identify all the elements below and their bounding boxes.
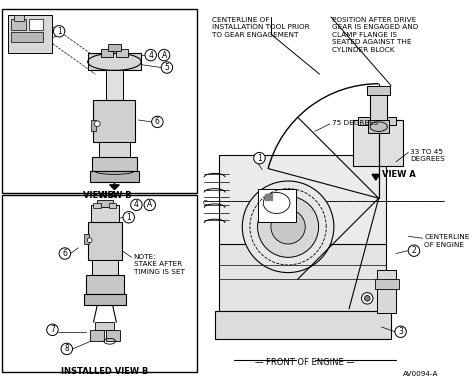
Bar bbox=[11, 32, 43, 42]
Circle shape bbox=[408, 245, 419, 256]
Polygon shape bbox=[109, 185, 119, 189]
Text: 2: 2 bbox=[411, 246, 416, 255]
Text: A: A bbox=[147, 200, 152, 209]
Text: NOTE:
STAKE AFTER
TIMING IS SET: NOTE: STAKE AFTER TIMING IS SET bbox=[134, 253, 184, 275]
Text: 5: 5 bbox=[164, 63, 169, 72]
Circle shape bbox=[254, 152, 265, 164]
Circle shape bbox=[152, 116, 163, 127]
Text: CENTERLINE
OF ENGINE: CENTERLINE OF ENGINE bbox=[425, 234, 470, 248]
Bar bbox=[88, 53, 141, 70]
Bar bbox=[84, 294, 126, 305]
Text: 6: 6 bbox=[63, 249, 67, 258]
Bar bbox=[28, 19, 43, 30]
Text: POSITION AFTER DRIVE
GEAR IS ENGAGED AND
CLAMP FLANGE IS
SEATED AGAINST THE
CYLI: POSITION AFTER DRIVE GEAR IS ENGAGED AND… bbox=[332, 17, 419, 53]
Text: VIEW B: VIEW B bbox=[98, 191, 131, 199]
Circle shape bbox=[61, 343, 73, 355]
Circle shape bbox=[145, 49, 156, 61]
Bar bbox=[95, 322, 114, 330]
Bar bbox=[8, 15, 53, 53]
Text: 75 DEGREES: 75 DEGREES bbox=[332, 120, 378, 126]
Text: 33 TO 45
DEGREES: 33 TO 45 DEGREES bbox=[410, 149, 445, 162]
Bar bbox=[91, 157, 137, 171]
Circle shape bbox=[362, 293, 373, 304]
Bar bbox=[219, 155, 386, 246]
Text: CENTERLINE OF
INSTALLATION TOOL PRIOR
TO GEAR ENGAGEMENT: CENTERLINE OF INSTALLATION TOOL PRIOR TO… bbox=[212, 17, 310, 38]
Bar bbox=[108, 44, 121, 51]
Bar bbox=[99, 142, 130, 157]
Bar bbox=[106, 70, 123, 101]
Text: 4: 4 bbox=[148, 50, 153, 60]
Bar bbox=[14, 15, 24, 21]
Circle shape bbox=[144, 199, 155, 211]
Bar bbox=[97, 200, 112, 207]
Text: 8: 8 bbox=[64, 345, 69, 353]
Text: 6: 6 bbox=[155, 117, 160, 126]
Circle shape bbox=[242, 181, 334, 273]
Text: C: C bbox=[202, 200, 207, 206]
Text: AV0094-A: AV0094-A bbox=[403, 371, 439, 377]
Text: 4: 4 bbox=[134, 200, 139, 209]
Text: 7: 7 bbox=[50, 325, 55, 334]
Bar bbox=[109, 203, 117, 208]
Bar bbox=[11, 19, 26, 30]
Bar bbox=[88, 222, 122, 260]
Text: 3: 3 bbox=[398, 327, 403, 336]
Circle shape bbox=[87, 238, 92, 243]
Bar bbox=[257, 189, 296, 222]
Circle shape bbox=[271, 210, 305, 244]
Circle shape bbox=[123, 211, 135, 223]
Bar bbox=[370, 91, 387, 122]
Circle shape bbox=[94, 121, 100, 127]
Polygon shape bbox=[265, 194, 272, 200]
Polygon shape bbox=[372, 174, 380, 180]
Bar bbox=[106, 330, 120, 341]
Bar bbox=[91, 205, 119, 222]
Bar bbox=[367, 85, 390, 95]
Text: 1: 1 bbox=[127, 213, 131, 222]
Bar bbox=[91, 260, 118, 275]
Bar bbox=[93, 100, 136, 142]
Text: A: A bbox=[162, 50, 167, 60]
Bar bbox=[90, 171, 139, 182]
Circle shape bbox=[54, 25, 65, 37]
Circle shape bbox=[161, 62, 173, 73]
Text: VIEW A: VIEW A bbox=[83, 191, 117, 199]
Circle shape bbox=[395, 326, 406, 338]
Bar bbox=[353, 120, 402, 166]
Circle shape bbox=[59, 248, 71, 259]
Circle shape bbox=[47, 324, 58, 336]
Bar bbox=[117, 49, 128, 57]
Text: 1: 1 bbox=[57, 27, 62, 36]
Bar bbox=[91, 120, 96, 131]
Bar bbox=[2, 195, 198, 372]
Circle shape bbox=[131, 199, 142, 211]
Bar bbox=[219, 244, 386, 311]
Text: 1: 1 bbox=[257, 154, 262, 162]
Bar bbox=[86, 275, 124, 294]
Circle shape bbox=[365, 296, 370, 301]
Circle shape bbox=[158, 49, 170, 61]
Bar bbox=[377, 270, 396, 313]
Bar bbox=[101, 49, 112, 57]
Text: INSTALLED VIEW B: INSTALLED VIEW B bbox=[61, 367, 149, 376]
Bar bbox=[358, 117, 396, 125]
Bar bbox=[84, 234, 89, 244]
Bar bbox=[90, 330, 104, 341]
Bar bbox=[375, 279, 399, 289]
Bar bbox=[93, 203, 101, 208]
Bar bbox=[215, 311, 391, 339]
Text: — FRONT OF ENGINE —: — FRONT OF ENGINE — bbox=[255, 358, 355, 367]
Circle shape bbox=[257, 196, 319, 257]
Bar bbox=[368, 120, 389, 133]
Text: VIEW A: VIEW A bbox=[382, 170, 415, 179]
Bar bbox=[2, 9, 198, 193]
